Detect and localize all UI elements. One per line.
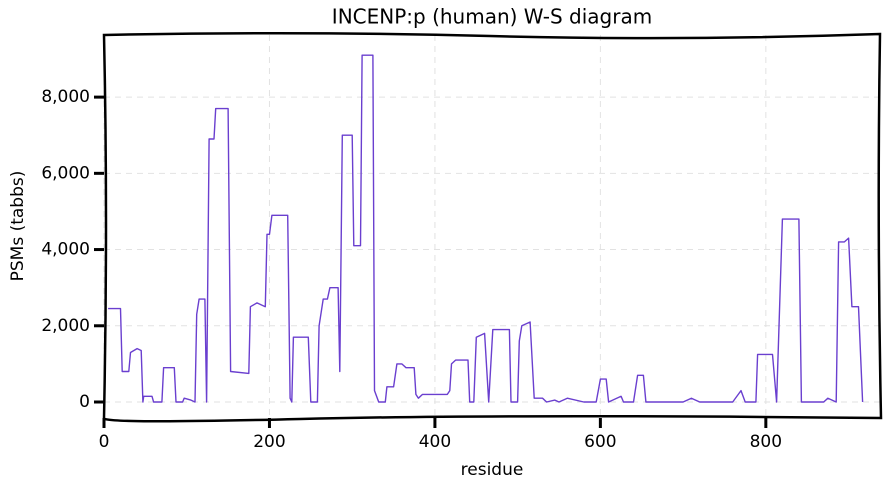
y-tick-label: 4,000 (41, 240, 90, 260)
y-tick-label: 2,000 (41, 316, 90, 336)
x-tick-label: 200 (253, 432, 285, 452)
y-tick-label: 8,000 (41, 87, 90, 107)
y-tick-label: 0 (79, 392, 90, 412)
x-axis-label: residue (461, 460, 524, 480)
x-tick-label: 600 (584, 432, 616, 452)
x-tick-label: 0 (99, 432, 110, 452)
chart-title: INCENP:p (human) W-S diagram (332, 5, 652, 29)
x-tick-label: 400 (419, 432, 451, 452)
data-line (108, 54, 864, 403)
y-axis-label: PSMs (tabbs) (8, 171, 28, 282)
plot (108, 54, 864, 403)
y-tick-label: 6,000 (41, 163, 90, 183)
x-tick-label: 800 (750, 432, 782, 452)
